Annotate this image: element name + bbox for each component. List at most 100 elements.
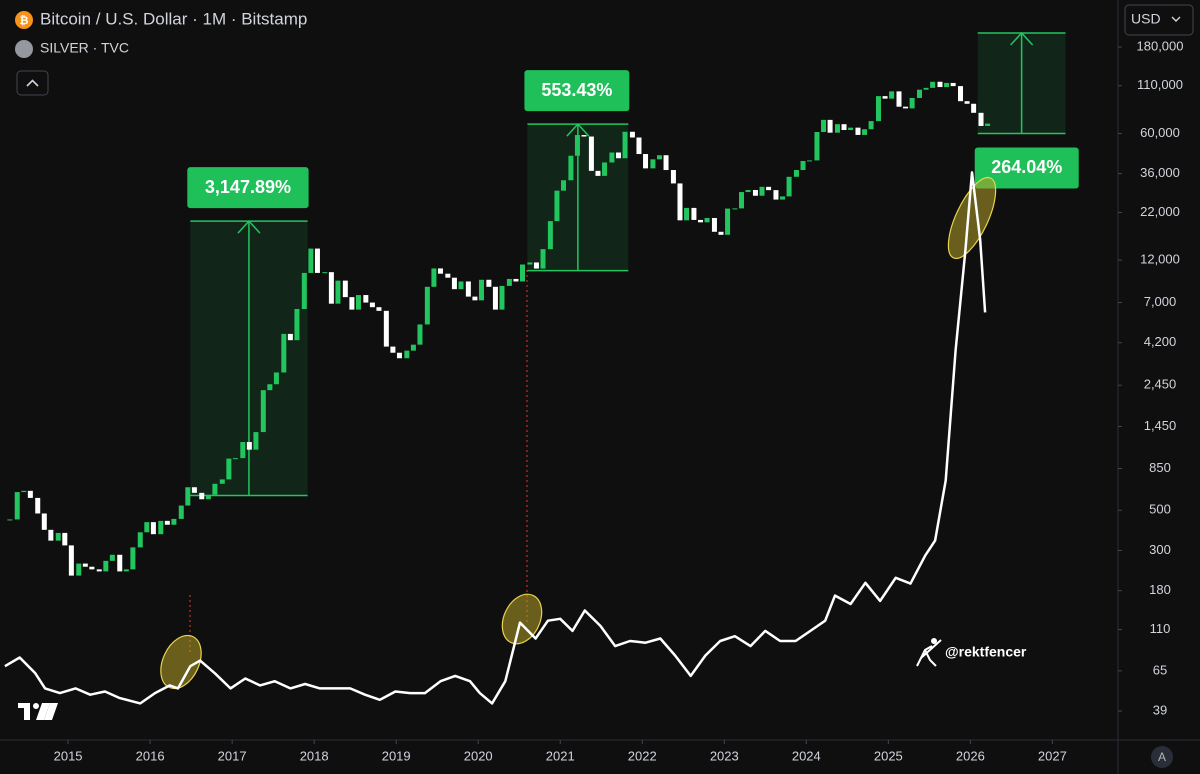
candle [855,127,861,135]
logo-part [36,703,50,720]
btc-icon [15,11,33,29]
candle [841,124,847,130]
y-tick-label: 4,200 [1144,334,1177,349]
candle [246,442,252,450]
candle [950,82,956,87]
highlight-ellipse [947,176,997,260]
candle [144,522,150,533]
collapse-icon [26,79,39,87]
candle [7,519,13,521]
candle [684,207,690,221]
candle [458,281,464,290]
collapse-button[interactable] [16,70,49,96]
candle [691,207,697,220]
silver-line [4,171,987,705]
candle [978,112,984,126]
candle [848,127,854,130]
candle [445,273,451,278]
candle [663,155,669,171]
candle [308,248,314,273]
y-tick-label: 12,000 [1140,252,1180,267]
candle [355,295,361,310]
candle [478,279,484,301]
candle [629,131,635,138]
candle [554,190,560,222]
candle [656,155,662,160]
candle [363,295,369,303]
range-arrowhead [237,220,261,234]
candle [294,308,300,341]
candle [718,231,724,235]
candle [725,208,731,235]
candle [424,286,430,325]
candle [499,285,505,310]
candle [150,522,156,535]
candle [739,192,745,209]
candle [909,97,915,109]
x-tick-label: 2021 [546,748,575,763]
candle [103,560,109,572]
candle [273,372,279,385]
candle [164,520,170,525]
candle [226,458,232,480]
silver-icon [15,40,33,58]
candle [793,170,799,177]
range-arrowhead [566,122,590,137]
candle [492,286,498,310]
fencer-icon [916,639,942,667]
candle [48,529,54,541]
candle [451,277,457,290]
candle [985,123,991,126]
currency-label: USD [1131,11,1161,27]
candle [486,279,492,287]
candle [328,272,334,304]
candle [82,563,88,567]
currency-button[interactable] [1124,4,1194,36]
logo-part [44,703,58,720]
candle [903,106,909,109]
x-tick-label: 2019 [382,748,411,763]
candle [465,281,471,297]
candle [862,129,868,135]
candle [219,479,225,484]
legend-btc: Bitcoin / U.S. Dollar · 1M · Bitstamp [40,9,307,28]
candle [178,505,184,519]
x-tick-label: 2018 [300,748,329,763]
candle [868,121,874,130]
candle [342,280,348,298]
candle [937,81,943,88]
candle [41,513,47,530]
candle [472,296,478,301]
candle [62,532,68,546]
candle [581,135,587,137]
x-tick-label: 2024 [792,748,821,763]
x-tick-label: 2015 [54,748,83,763]
auto-scale-button[interactable] [1151,746,1173,768]
y-tick-label: 110,000 [1137,77,1183,92]
candle [595,170,601,176]
candle [519,264,525,282]
highlight-ellipse [160,634,202,690]
candle [267,384,273,391]
candle [677,183,683,221]
candle [643,154,649,169]
candle [76,563,82,576]
candle [199,492,205,500]
candle [390,346,396,353]
annotation-label: 553.43% [541,80,612,100]
candle [711,217,717,232]
candle [971,103,977,113]
candle [964,101,970,104]
candle [404,350,410,359]
candle [396,352,402,359]
btc-icon-glyph: ₿ [20,15,29,27]
candle [117,554,123,572]
candle [232,458,238,460]
auto-scale-label: A [1158,750,1166,764]
candle [773,190,779,200]
candle [889,91,895,99]
candle [650,159,656,169]
annotation-label: 264.04% [991,157,1062,177]
candle [253,432,259,450]
